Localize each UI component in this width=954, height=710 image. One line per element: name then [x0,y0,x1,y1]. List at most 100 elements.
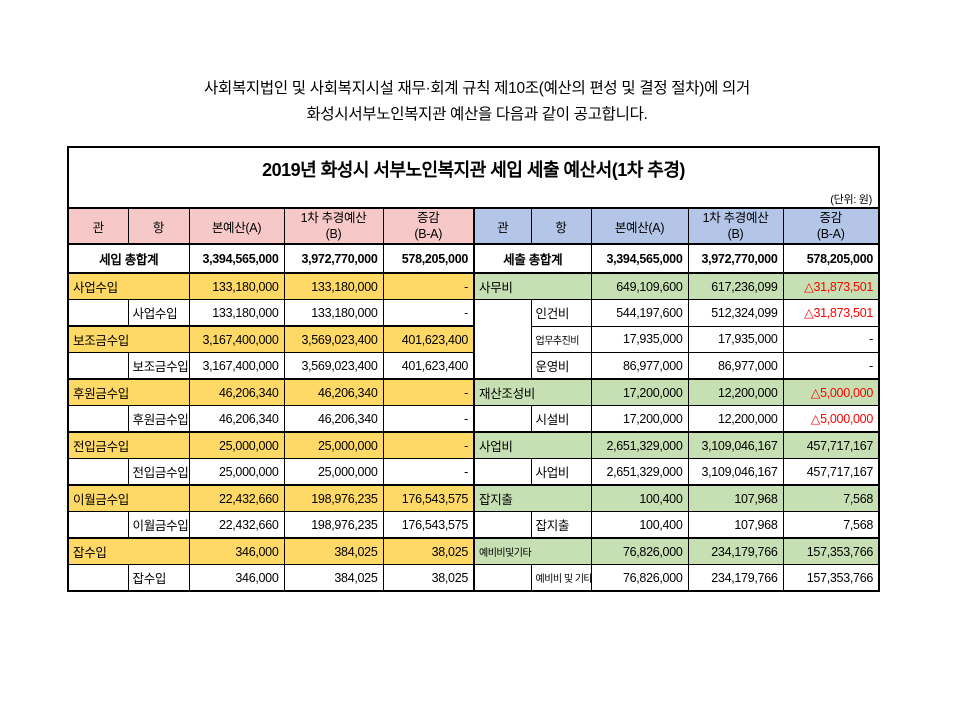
income-group-change: - [382,378,475,406]
expense-gwan-blank [473,511,532,539]
expense-item-base: 100,400 [590,511,689,539]
expense-item-change: - [782,325,880,353]
expense-group-base: 649,109,600 [590,272,689,300]
income-item-base: 25,000,000 [188,458,285,486]
intro-line-1: 사회복지법인 및 사회복지시설 재무·회계 규칙 제10조(예산의 편성 및 결… [204,80,750,97]
expense-item-change: △31,873,501 [782,299,880,327]
expense-group-base: 76,826,000 [590,537,689,565]
expense-item-revised: 234,179,766 [687,564,784,592]
expense-header-hang: 항 [530,207,592,245]
table-row: 전입금수입 25,000,000 25,000,000 - 사업비 2,651,… [67,458,880,486]
expense-group-revised: 234,179,766 [687,537,784,565]
expense-item-label: 업무추진비 [530,325,592,353]
expense-gwan-blank [473,564,532,592]
expense-item-base: 544,197,600 [590,299,689,327]
income-group-label: 후원금수입 [67,378,190,406]
income-gwan-blank [67,564,129,592]
income-group-label: 잡수입 [67,537,190,565]
expense-group-change: △31,873,501 [782,272,880,300]
expense-item-change: △5,000,000 [782,405,880,433]
income-group-change: 176,543,575 [382,484,475,512]
income-group-base: 25,000,000 [188,431,285,459]
expense-group-change: 7,568 [782,484,880,512]
expense-item-revised: 107,968 [687,511,784,539]
budget-table: 2019년 화성시 서부노인복지관 세입 세출 예산서(1차 추경) (단위: … [67,146,880,592]
expense-group-base: 100,400 [590,484,689,512]
expense-gwan-blank [473,299,532,380]
income-header-hang: 항 [127,207,190,245]
expense-item-label: 사업비 [530,458,592,486]
expense-item-change: 457,717,167 [782,458,880,486]
expense-header-base: 본예산(A) [590,207,689,245]
income-item-base: 46,206,340 [188,405,285,433]
expense-item-base: 17,935,000 [590,325,689,353]
income-header-revised: 1차 추경예산 (B) [283,207,384,245]
table-title: 2019년 화성시 서부노인복지관 세입 세출 예산서(1차 추경) [262,160,685,180]
income-item-label: 후원금수입 [127,405,190,433]
income-group-base: 346,000 [188,537,285,565]
expense-item-base: 86,977,000 [590,352,689,380]
income-group-label: 사업수입 [67,272,190,300]
expense-item-change: 7,568 [782,511,880,539]
expense-group-label: 잡지출 [473,484,592,512]
table-row: 후원금수입 46,206,340 46,206,340 - 시설비 17,200… [67,405,880,433]
expense-group-change: △5,000,000 [782,378,880,406]
expense-header-change: 증감 (B-A) [782,207,880,245]
income-item-change: - [382,458,475,486]
expense-group-label: 사업비 [473,431,592,459]
income-gwan-blank [67,299,129,327]
income-group-revised: 384,025 [283,537,384,565]
income-group-revised: 46,206,340 [283,378,384,406]
income-group-base: 46,206,340 [188,378,285,406]
income-gwan-blank [67,511,129,539]
expense-group-base: 17,200,000 [590,378,689,406]
expense-item-revised: 17,935,000 [687,325,784,353]
expense-item-label: 잡지출 [530,511,592,539]
header-row: 관 항 본예산(A) 1차 추경예산 (B) 증감 (B-A) 관 항 본예산(… [67,207,880,245]
table-row: 후원금수입 46,206,340 46,206,340 - 재산조성비 17,2… [67,378,880,406]
intro-line-2: 화성시서부노인복지관 예산을 다음과 같이 공고합니다. [306,106,648,123]
income-header-base: 본예산(A) [188,207,285,245]
income-gwan-blank [67,458,129,486]
income-item-label: 사업수입 [127,299,190,327]
expense-item-base: 76,826,000 [590,564,689,592]
income-gwan-blank [67,405,129,433]
table-row: 이월금수입 22,432,660 198,976,235 176,543,575… [67,484,880,512]
expense-total-label: 세출 총합계 [473,243,592,274]
income-group-label: 보조금수입 [67,325,190,353]
income-item-revised: 198,976,235 [283,511,384,539]
expense-total-revised: 3,972,770,000 [687,243,784,274]
income-group-base: 133,180,000 [188,272,285,300]
expense-item-label: 시설비 [530,405,592,433]
income-item-revised: 3,569,023,400 [283,352,384,380]
expense-group-change: 457,717,167 [782,431,880,459]
income-item-base: 22,432,660 [188,511,285,539]
table-row: 보조금수입 3,167,400,000 3,569,023,400 401,62… [67,325,880,353]
income-group-revised: 133,180,000 [283,272,384,300]
income-total-revised: 3,972,770,000 [283,243,384,274]
expense-item-revised: 86,977,000 [687,352,784,380]
income-item-revised: 25,000,000 [283,458,384,486]
expense-group-label: 사무비 [473,272,592,300]
expense-item-base: 2,651,329,000 [590,458,689,486]
expense-group-revised: 107,968 [687,484,784,512]
expense-group-revised: 12,200,000 [687,378,784,406]
income-group-label: 전입금수입 [67,431,190,459]
income-item-revised: 46,206,340 [283,405,384,433]
income-item-change: 176,543,575 [382,511,475,539]
income-group-change: - [382,272,475,300]
income-item-base: 346,000 [188,564,285,592]
expense-total-base: 3,394,565,000 [590,243,689,274]
income-item-revised: 133,180,000 [283,299,384,327]
income-total-base: 3,394,565,000 [188,243,285,274]
expense-item-change: 157,353,766 [782,564,880,592]
expense-header-gwan: 관 [473,207,532,245]
expense-item-revised: 512,324,099 [687,299,784,327]
income-item-label: 전입금수입 [127,458,190,486]
expense-group-label: 재산조성비 [473,378,592,406]
income-item-label: 잡수입 [127,564,190,592]
income-item-change: - [382,299,475,327]
income-group-change: 38,025 [382,537,475,565]
income-total-change: 578,205,000 [382,243,475,274]
